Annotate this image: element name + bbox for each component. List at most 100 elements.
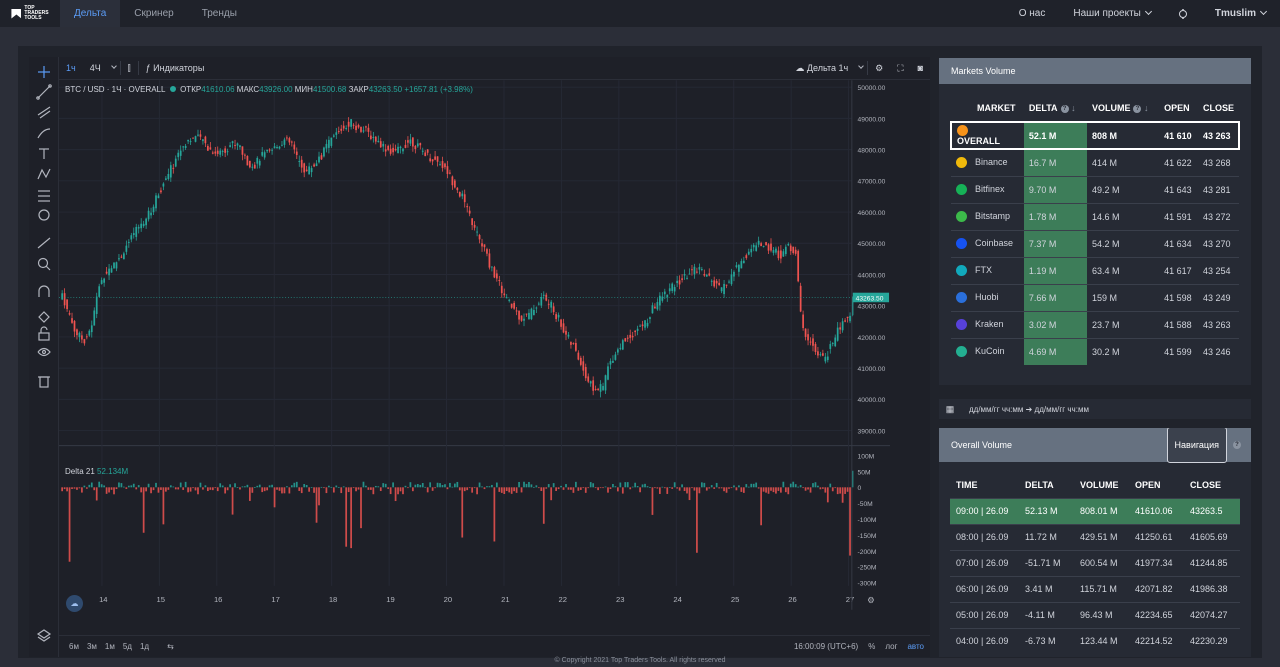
price-tick-label: 47000.00 [858,179,886,186]
range-5d[interactable]: 5д [122,642,132,651]
auto-toggle[interactable]: авто [907,642,924,651]
col-open[interactable]: OPEN [1135,479,1161,490]
market-row[interactable]: Bitstamp 1.78 M 14.6 M 41 591 43 272 [951,202,1239,230]
overall-row[interactable]: 09:00 | 26.09 52.13 M 808.01 M 41610.06 4326… [950,497,1240,524]
fib-icon[interactable] [37,106,51,119]
prediction-icon[interactable] [38,190,50,202]
clock-time[interactable]: 16:00:09 (UTC+6) [793,642,859,651]
volume-delta-bar [560,485,562,488]
axis-settings-icon[interactable]: ⚙ [867,595,875,605]
col-delta[interactable]: DELTA [1025,479,1054,490]
chevron-down-icon[interactable] [858,63,865,69]
percent-toggle[interactable]: % [868,642,876,651]
calendar-icon[interactable]: ▦ [945,403,955,414]
eye-icon[interactable] [37,347,51,357]
fullscreen-icon[interactable]: ⛶ [897,62,904,73]
crosshair-icon[interactable] [38,66,50,78]
overall-row[interactable]: 06:00 | 26.09 3.41 M 115.71 M 42071.82 41986… [950,575,1240,602]
interval-1h[interactable]: 1ч [66,63,76,73]
candle-body [182,146,185,148]
magnet-icon[interactable] [38,285,50,297]
candle-body [839,327,842,330]
volume-delta-bar [577,487,580,491]
candle-body [693,266,696,275]
pattern-icon[interactable] [37,168,51,180]
tab-delta[interactable]: Дельта [60,0,121,27]
tradingview-logo-icon[interactable]: ☁ [66,595,83,612]
candle-body [649,317,651,320]
date-range-input[interactable]: дд/мм/гг чч:мм ➔ дд/мм/гг чч:мм [969,404,1089,414]
help-icon[interactable]: ? [1133,104,1142,113]
lock-drawings-icon[interactable] [38,311,50,323]
user-menu[interactable]: Tmuslim [1201,7,1280,19]
col-market[interactable]: MARKET [977,103,1016,113]
trash-icon[interactable] [38,376,50,388]
col-delta[interactable]: DELTA? ↓ [1024,95,1087,122]
camera-icon[interactable]: ◙ [917,63,923,73]
log-toggle[interactable]: лог [885,642,898,651]
volume-delta-bar [444,484,446,488]
navigation-button[interactable]: Навигация [1166,428,1227,463]
market-row[interactable]: Coinbase 7.37 M 54.2 M 41 634 43 270 [951,229,1239,257]
overall-row[interactable]: 04:00 | 26.09 -6.73 M 123.44 M 42214.52 4223… [950,627,1240,654]
interval-4h[interactable]: 4Ч [89,63,101,73]
overall-row[interactable]: 05:00 | 26.09 -4.11 M 96.43 M 42234.65 42074… [950,601,1240,628]
ruler-icon[interactable] [37,237,51,249]
overall-row[interactable]: 07:00 | 26.09 -51.71 M 600.54 M 41977.34 412… [950,549,1240,576]
sort-icon[interactable]: ↓ [1144,103,1149,113]
zoom-in-icon[interactable] [37,257,51,271]
indicators-button[interactable]: ƒ Индикаторы [139,63,212,73]
candle-type-icon[interactable]: ⫿ [127,62,131,73]
sort-icon[interactable]: ↓ [1071,103,1076,113]
time-tick-label: 25 [731,595,739,604]
projects-menu[interactable]: Наши проекты [1059,7,1165,19]
candle-body [88,330,91,336]
candle-body [767,244,770,251]
help-icon[interactable]: ? [1233,441,1241,449]
volume-delta-bar [132,483,135,488]
range-1m[interactable]: 1м [104,642,115,651]
col-open[interactable]: OPEN [1164,103,1190,113]
volume-delta-bar [614,486,617,488]
market-row[interactable]: KuCoin 4.69 M 30.2 M 41 599 43 246 [951,337,1239,365]
overall-row[interactable]: 08:00 | 26.09 11.72 M 429.51 M 41250.61 4160… [950,523,1240,550]
market-row[interactable]: Kraken 3.02 M 23.7 M 41 588 43 263 [951,310,1239,338]
layout-button[interactable]: ☁ Дельта 1ч [788,63,855,74]
logo[interactable]: TOP TRADERS TOOLS [0,0,60,27]
brush-icon[interactable] [37,128,51,139]
col-close[interactable]: CLOSE [1190,479,1222,490]
col-time[interactable]: TIME [956,479,978,490]
col-volume[interactable]: VOLUME [1080,479,1119,490]
emoji-icon[interactable] [38,209,50,221]
theme-toggle-icon[interactable] [1178,9,1187,18]
volume-delta-bar [382,483,385,488]
goto-date-icon[interactable]: ⇆ [167,642,174,651]
range-1d[interactable]: 1д [139,642,150,651]
tab-screener[interactable]: Скринер [134,8,174,19]
market-row[interactable]: Binance 16.7 M 414 M 41 622 43 268 [951,148,1239,176]
layers-icon[interactable] [36,629,52,642]
market-row[interactable]: Bitfinex 9.70 M 49.2 M 41 643 43 281 [951,175,1239,203]
price-chart[interactable]: 50000.00 49000.00 48000.00 47000.00 46000.00… [59,80,890,610]
help-icon[interactable]: ? [1060,104,1069,113]
volume-delta-bar [555,487,557,491]
date-range-bar[interactable]: ▦ дд/мм/гг чч:мм ➔ дд/мм/гг чч:мм [939,399,1251,419]
range-6m[interactable]: 6м [69,642,79,651]
range-3m[interactable]: 3м [86,642,97,651]
text-tool-icon[interactable] [39,148,49,159]
candle-body [809,341,812,343]
trendline-icon[interactable] [36,84,52,100]
market-row[interactable]: Huobi 7.66 M 159 M 41 598 43 249 [951,283,1239,311]
col-volume[interactable]: VOLUME? ↓ [1087,95,1159,122]
market-row[interactable]: OVERALL 52.1 M 808 M 41 610 43 263 [950,121,1241,150]
lock-icon[interactable] [38,326,50,341]
market-row[interactable]: FTX 1.19 M 63.4 M 41 617 43 254 [951,256,1239,284]
col-close[interactable]: CLOSE [1202,103,1234,113]
settings-icon[interactable]: ⚙ [875,62,884,73]
about-link[interactable]: О нас [1018,8,1046,19]
chevron-down-icon[interactable] [110,63,117,69]
tab-trends[interactable]: Тренды [201,8,237,19]
candle-body [370,135,372,140]
close-label: ЗАКР [348,85,369,94]
volume-delta-bar [602,487,604,489]
